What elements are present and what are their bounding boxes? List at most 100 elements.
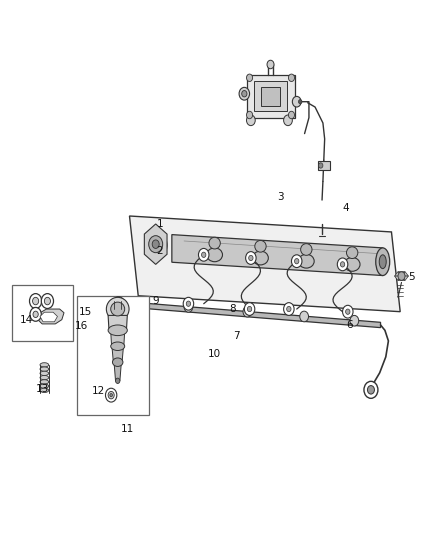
Ellipse shape xyxy=(379,255,386,269)
Text: 13: 13 xyxy=(35,384,49,394)
Polygon shape xyxy=(108,316,127,330)
Circle shape xyxy=(244,303,255,316)
Polygon shape xyxy=(402,276,409,280)
Text: 7: 7 xyxy=(233,330,240,341)
Polygon shape xyxy=(318,161,330,169)
Text: 15: 15 xyxy=(79,306,92,317)
Circle shape xyxy=(247,115,255,126)
Circle shape xyxy=(343,305,353,318)
Circle shape xyxy=(29,294,42,309)
Ellipse shape xyxy=(40,388,49,392)
Circle shape xyxy=(198,248,209,261)
Polygon shape xyxy=(398,276,405,280)
Circle shape xyxy=(246,252,256,264)
Circle shape xyxy=(318,163,323,168)
Polygon shape xyxy=(172,235,383,276)
Circle shape xyxy=(300,311,308,322)
Circle shape xyxy=(116,378,120,383)
Text: 8: 8 xyxy=(229,304,235,314)
Circle shape xyxy=(284,303,294,316)
Text: 12: 12 xyxy=(92,386,106,397)
Circle shape xyxy=(288,111,294,119)
Polygon shape xyxy=(111,332,125,346)
Ellipse shape xyxy=(253,251,268,265)
Text: 5: 5 xyxy=(408,272,414,282)
Polygon shape xyxy=(40,312,57,322)
Polygon shape xyxy=(395,276,402,280)
Bar xyxy=(12,285,73,341)
Text: 3: 3 xyxy=(277,192,283,203)
Ellipse shape xyxy=(108,325,127,336)
Circle shape xyxy=(110,393,113,397)
Circle shape xyxy=(292,96,301,107)
Ellipse shape xyxy=(40,375,49,379)
Ellipse shape xyxy=(106,297,129,321)
Circle shape xyxy=(364,381,378,398)
Circle shape xyxy=(106,388,117,402)
Ellipse shape xyxy=(111,342,125,351)
Text: 2: 2 xyxy=(157,246,163,255)
Text: 1: 1 xyxy=(157,219,163,229)
Text: 11: 11 xyxy=(121,424,134,434)
Text: 6: 6 xyxy=(346,320,353,330)
Circle shape xyxy=(239,87,250,100)
Circle shape xyxy=(337,258,348,271)
Circle shape xyxy=(367,385,374,394)
Circle shape xyxy=(33,311,38,318)
Ellipse shape xyxy=(300,244,312,255)
Polygon shape xyxy=(130,216,400,312)
Circle shape xyxy=(242,91,247,97)
Circle shape xyxy=(183,297,194,310)
Text: 10: 10 xyxy=(208,349,221,359)
Polygon shape xyxy=(247,75,294,118)
Text: 16: 16 xyxy=(75,321,88,331)
Text: 4: 4 xyxy=(343,203,349,213)
Ellipse shape xyxy=(298,254,314,268)
Circle shape xyxy=(152,240,159,248)
Ellipse shape xyxy=(113,358,123,367)
Ellipse shape xyxy=(40,384,49,388)
Polygon shape xyxy=(398,272,405,276)
Circle shape xyxy=(184,302,193,312)
Circle shape xyxy=(287,306,291,312)
Circle shape xyxy=(288,74,294,82)
Circle shape xyxy=(146,232,167,258)
Circle shape xyxy=(32,297,39,305)
Ellipse shape xyxy=(376,248,390,276)
Circle shape xyxy=(247,74,253,82)
Polygon shape xyxy=(261,87,280,106)
Circle shape xyxy=(291,255,302,268)
Circle shape xyxy=(186,301,191,306)
Circle shape xyxy=(44,297,50,305)
Polygon shape xyxy=(254,82,287,111)
Circle shape xyxy=(30,308,41,321)
Circle shape xyxy=(41,294,53,309)
Ellipse shape xyxy=(209,237,220,249)
Circle shape xyxy=(346,309,350,314)
Ellipse shape xyxy=(40,367,49,371)
Circle shape xyxy=(247,111,253,119)
Polygon shape xyxy=(112,348,124,362)
Circle shape xyxy=(249,255,253,261)
Text: 9: 9 xyxy=(152,296,159,306)
Circle shape xyxy=(243,306,252,317)
Circle shape xyxy=(113,297,124,311)
Circle shape xyxy=(201,252,206,257)
Circle shape xyxy=(350,316,359,326)
Text: 14: 14 xyxy=(20,314,34,325)
Polygon shape xyxy=(145,224,167,264)
Polygon shape xyxy=(119,301,381,328)
Circle shape xyxy=(284,115,292,126)
Circle shape xyxy=(108,391,114,399)
Circle shape xyxy=(298,100,302,104)
Ellipse shape xyxy=(344,257,360,271)
Polygon shape xyxy=(395,272,402,276)
Ellipse shape xyxy=(40,371,49,375)
Polygon shape xyxy=(114,365,121,381)
Ellipse shape xyxy=(111,302,125,316)
Circle shape xyxy=(149,236,162,253)
Polygon shape xyxy=(38,309,64,324)
Circle shape xyxy=(398,272,405,280)
Circle shape xyxy=(116,301,121,307)
Ellipse shape xyxy=(207,248,223,262)
